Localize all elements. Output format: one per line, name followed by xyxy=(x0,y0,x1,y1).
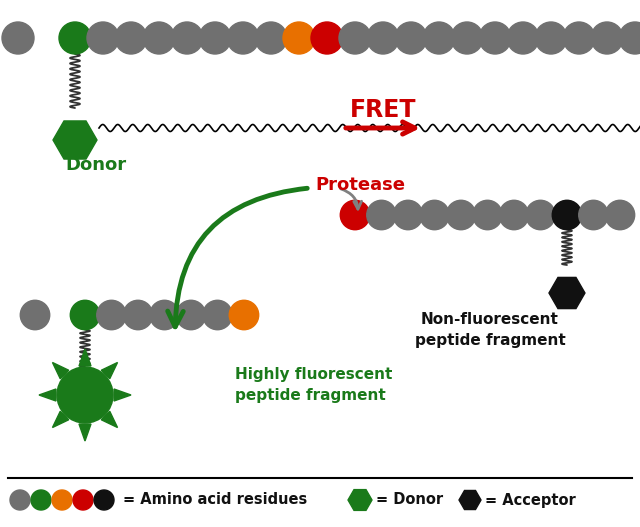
Circle shape xyxy=(552,200,582,230)
Circle shape xyxy=(393,200,422,230)
Circle shape xyxy=(2,22,34,54)
Circle shape xyxy=(367,200,396,230)
Circle shape xyxy=(229,300,259,330)
Circle shape xyxy=(579,200,608,230)
Circle shape xyxy=(563,22,595,54)
Circle shape xyxy=(59,22,91,54)
Circle shape xyxy=(171,22,203,54)
Circle shape xyxy=(115,22,147,54)
Text: Protease: Protease xyxy=(315,176,405,194)
Polygon shape xyxy=(459,491,481,510)
Circle shape xyxy=(97,300,126,330)
Circle shape xyxy=(507,22,539,54)
Text: = Amino acid residues: = Amino acid residues xyxy=(123,493,307,508)
Text: Non-fluorescent
peptide fragment: Non-fluorescent peptide fragment xyxy=(415,312,565,348)
Circle shape xyxy=(70,300,100,330)
Circle shape xyxy=(535,22,567,54)
Circle shape xyxy=(525,200,555,230)
Circle shape xyxy=(499,200,529,230)
Circle shape xyxy=(94,490,114,510)
Circle shape xyxy=(395,22,427,54)
Text: = Acceptor: = Acceptor xyxy=(485,493,576,508)
Circle shape xyxy=(283,22,315,54)
Polygon shape xyxy=(79,424,91,441)
Circle shape xyxy=(423,22,455,54)
Circle shape xyxy=(57,367,113,423)
Circle shape xyxy=(591,22,623,54)
Circle shape xyxy=(479,22,511,54)
Polygon shape xyxy=(79,349,91,366)
Circle shape xyxy=(420,200,449,230)
Circle shape xyxy=(199,22,231,54)
Polygon shape xyxy=(101,363,118,379)
Circle shape xyxy=(340,200,370,230)
Circle shape xyxy=(255,22,287,54)
Circle shape xyxy=(87,22,119,54)
Text: Donor: Donor xyxy=(65,156,126,174)
Circle shape xyxy=(446,200,476,230)
Polygon shape xyxy=(114,389,131,401)
Polygon shape xyxy=(52,411,68,427)
Circle shape xyxy=(73,490,93,510)
Circle shape xyxy=(367,22,399,54)
Circle shape xyxy=(176,300,205,330)
Polygon shape xyxy=(101,411,118,427)
Polygon shape xyxy=(53,121,97,159)
Circle shape xyxy=(52,490,72,510)
Circle shape xyxy=(311,22,343,54)
Circle shape xyxy=(124,300,153,330)
Circle shape xyxy=(605,200,635,230)
Polygon shape xyxy=(39,389,56,401)
Circle shape xyxy=(473,200,502,230)
Circle shape xyxy=(339,22,371,54)
Polygon shape xyxy=(348,490,372,510)
Text: Highly fluorescent
peptide fragment: Highly fluorescent peptide fragment xyxy=(235,367,392,403)
Circle shape xyxy=(20,300,50,330)
Circle shape xyxy=(143,22,175,54)
Polygon shape xyxy=(549,277,585,309)
Circle shape xyxy=(150,300,179,330)
Circle shape xyxy=(451,22,483,54)
Circle shape xyxy=(227,22,259,54)
Text: = Donor: = Donor xyxy=(376,493,443,508)
Text: FRET: FRET xyxy=(349,98,416,122)
Polygon shape xyxy=(52,363,68,379)
Circle shape xyxy=(203,300,232,330)
Circle shape xyxy=(619,22,640,54)
Circle shape xyxy=(10,490,30,510)
Circle shape xyxy=(31,490,51,510)
